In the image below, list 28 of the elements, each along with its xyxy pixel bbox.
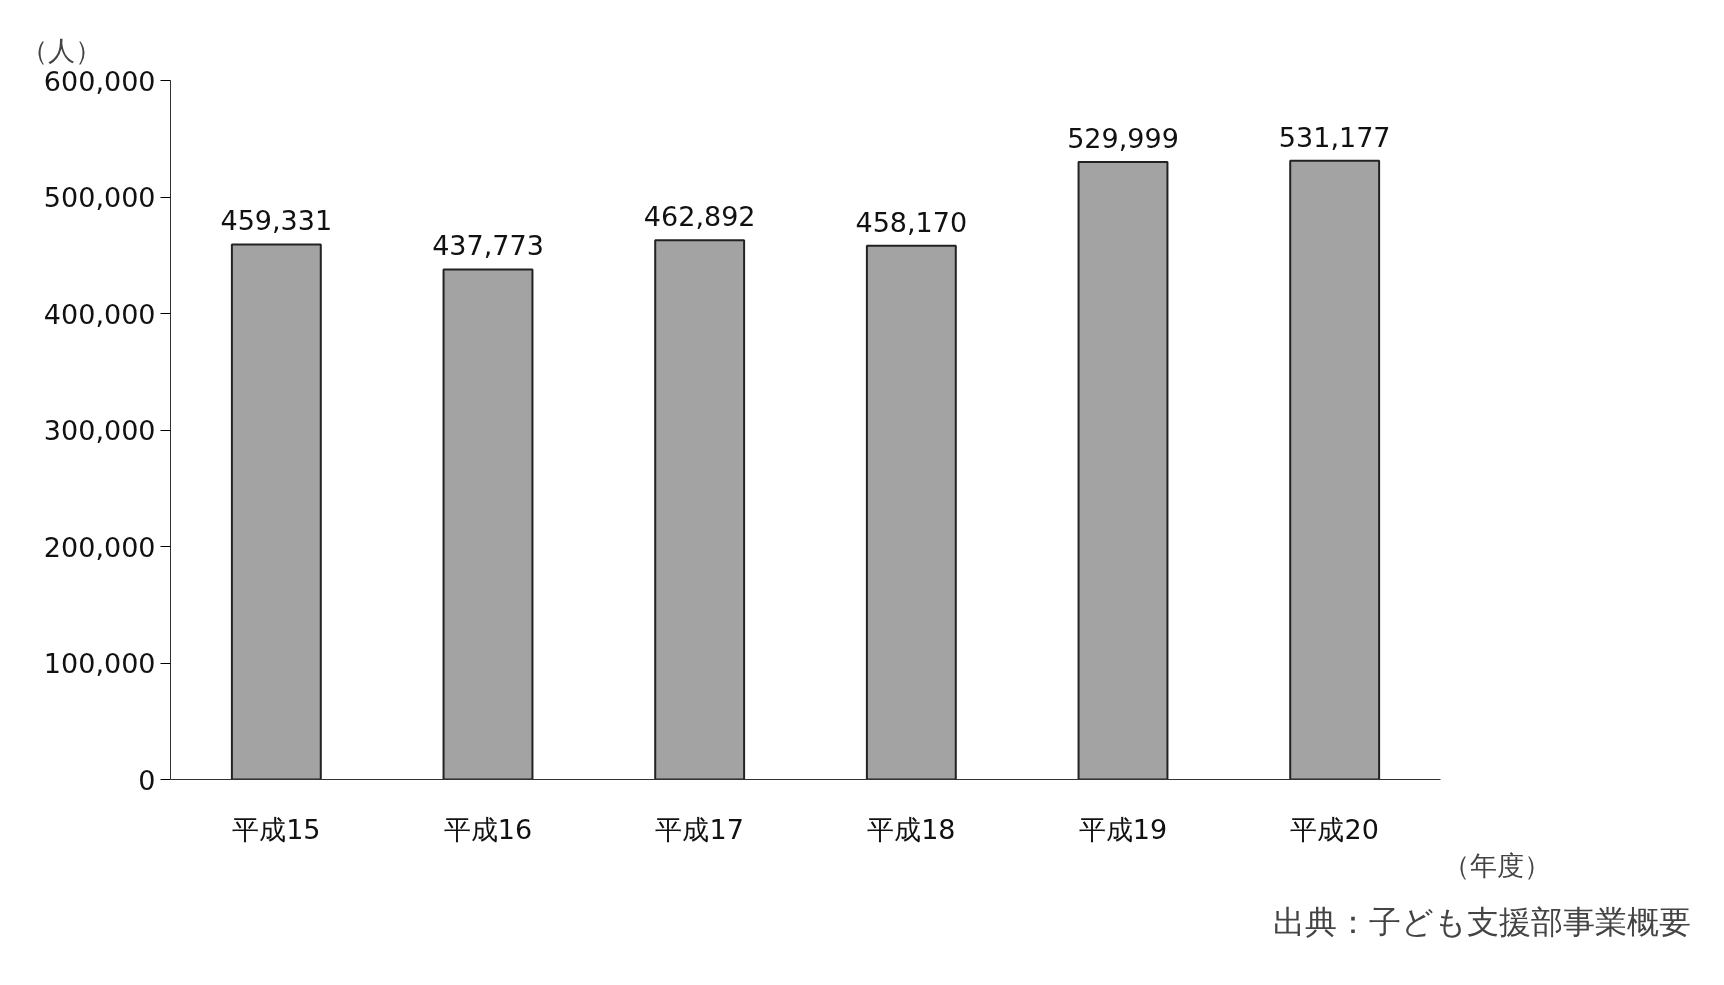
x-tick-label: 平成16	[443, 813, 533, 845]
x-tick-label: 平成20	[1290, 813, 1379, 845]
data-label: 529,999	[1067, 123, 1179, 155]
data-label: 531,177	[1278, 121, 1391, 153]
data-label: 459,331	[220, 205, 333, 237]
x-tick-label: 平成17	[655, 813, 744, 845]
y-axis-title: （人）	[20, 34, 102, 66]
bar	[654, 239, 746, 780]
source-note: 出典：子ども支援部事業概要	[1272, 902, 1691, 941]
bar	[442, 268, 534, 780]
bar	[865, 244, 957, 780]
y-tick-label: 0	[138, 764, 156, 796]
x-tick-label: 平成19	[1078, 813, 1168, 845]
data-label: 437,773	[432, 230, 544, 262]
x-tick-label: 平成18	[867, 813, 956, 845]
y-tick-label: 200,000	[43, 531, 156, 563]
data-label: 458,170	[855, 206, 968, 238]
x-tick-label: 平成15	[232, 813, 321, 845]
x-axis-title: （年度）	[1442, 849, 1551, 881]
y-tick-label: 400,000	[43, 298, 156, 330]
bar	[1077, 161, 1169, 780]
y-tick-label: 600,000	[43, 65, 156, 97]
bar	[1289, 159, 1381, 780]
y-tick-label: 100,000	[43, 648, 156, 679]
bar	[230, 243, 322, 780]
y-tick-label: 500,000	[43, 182, 156, 213]
data-label: 462,892	[643, 201, 756, 233]
y-tick-label: 300,000	[43, 415, 156, 446]
